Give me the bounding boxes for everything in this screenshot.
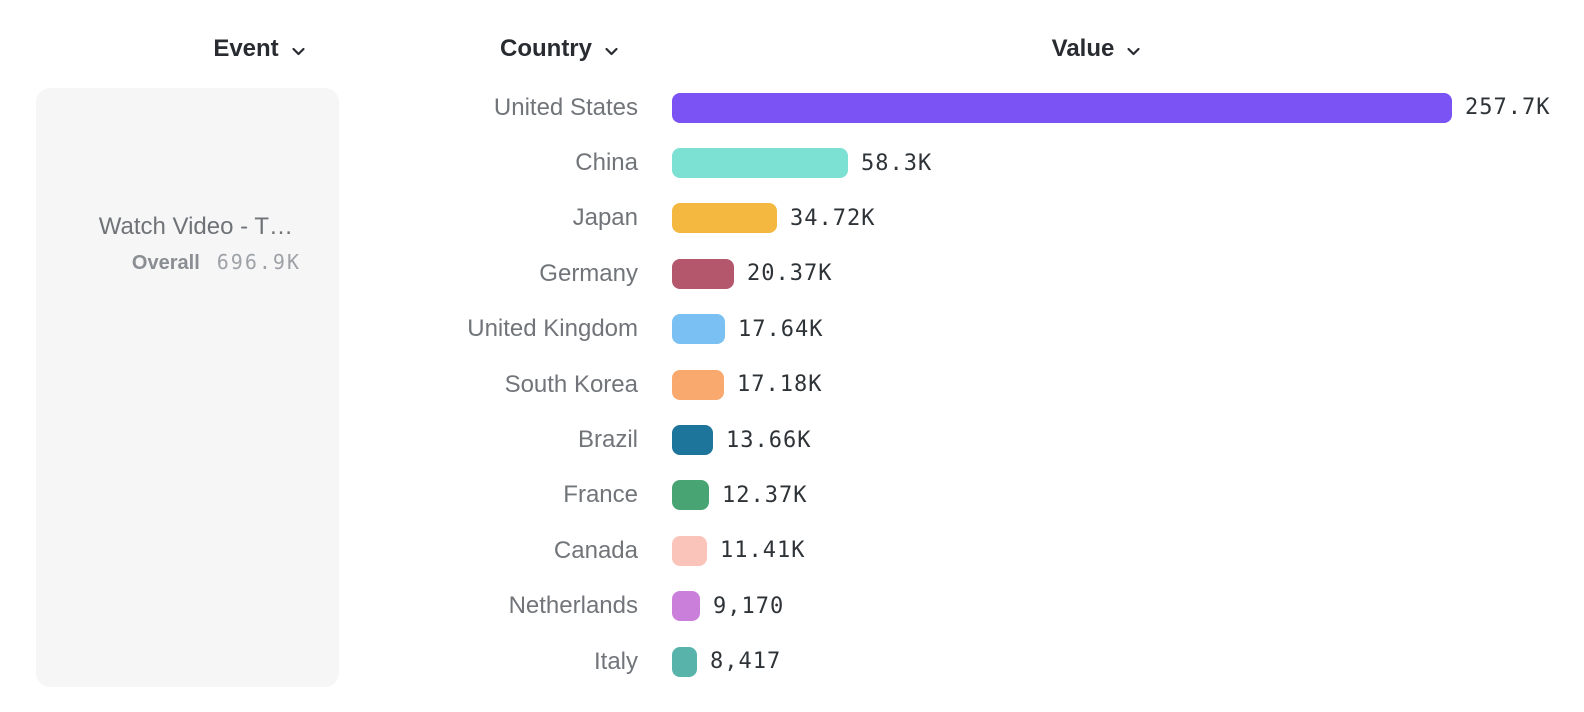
country-label: Italy	[593, 647, 638, 675]
value-label: 58.3K	[861, 150, 933, 176]
event-overall-metric: Overall 696.9K	[132, 250, 301, 275]
value-label: 8,417	[710, 649, 782, 675]
event-column-label: Event	[213, 35, 279, 62]
chevron-down-icon	[605, 47, 618, 55]
value-label: 12.37K	[722, 482, 808, 508]
country-label: Netherlands	[508, 592, 638, 620]
value-label: 17.64K	[738, 316, 824, 342]
value-label: 20.37K	[747, 261, 833, 287]
chart-row: Netherlands 9,170	[0, 579, 1584, 634]
value-label: 257.7K	[1465, 95, 1551, 121]
country-column-header[interactable]: Country	[450, 33, 670, 65]
value-column-header[interactable]: Value	[987, 33, 1207, 65]
country-column-label: Country	[500, 35, 592, 62]
value-column-label: Value	[1051, 35, 1115, 62]
value-bar[interactable]	[672, 203, 777, 234]
chart-row: United Kingdom 17.64K	[0, 302, 1584, 357]
value-bar[interactable]	[672, 314, 725, 345]
event-card[interactable]: Watch Video - T… Overall 696.9K	[36, 88, 339, 687]
country-label: Canada	[553, 536, 638, 564]
chevron-down-icon	[1127, 47, 1140, 55]
country-label: United States	[493, 93, 638, 121]
value-bar[interactable]	[672, 92, 1452, 123]
value-bar[interactable]	[672, 425, 713, 456]
event-metric-value: 696.9K	[216, 250, 301, 274]
value-bar[interactable]	[672, 535, 707, 566]
chevron-down-icon	[292, 47, 305, 55]
country-label: France	[563, 481, 638, 509]
country-label: United Kingdom	[467, 315, 638, 343]
chart-row: Canada 11.41K	[0, 523, 1584, 578]
event-metric-label: Overall	[131, 252, 200, 274]
event-column-header[interactable]: Event	[150, 33, 370, 65]
chart-row: Germany 20.37K	[0, 246, 1584, 301]
chart-row: Japan 34.72K	[0, 191, 1584, 246]
value-bar[interactable]	[672, 591, 700, 622]
value-label: 17.18K	[737, 372, 823, 398]
bar-chart: United States 257.7K China 58.3K Japan 34.72K…	[0, 80, 1584, 689]
country-label: Japan	[572, 204, 638, 232]
value-bar[interactable]	[672, 646, 697, 677]
value-label: 13.66K	[726, 427, 812, 453]
value-bar[interactable]	[672, 148, 848, 179]
value-label: 9,170	[713, 593, 785, 619]
event-name: Watch Video - T…	[98, 213, 293, 240]
value-label: 34.72K	[790, 205, 876, 231]
value-bar[interactable]	[672, 369, 724, 400]
value-label: 11.41K	[720, 538, 806, 564]
chart-row: Italy 8,417	[0, 634, 1584, 689]
country-label: South Korea	[504, 370, 638, 398]
country-label: Brazil	[577, 426, 638, 454]
country-label: Germany	[539, 259, 638, 287]
chart-row: United States 257.7K	[0, 80, 1584, 135]
chart-row: China 58.3K	[0, 135, 1584, 190]
value-bar[interactable]	[672, 258, 734, 289]
chart-row: France 12.37K	[0, 468, 1584, 523]
country-label: China	[575, 149, 638, 177]
value-bar[interactable]	[672, 480, 709, 511]
chart-row: South Korea 17.18K	[0, 357, 1584, 412]
chart-row: Brazil 13.66K	[0, 412, 1584, 467]
